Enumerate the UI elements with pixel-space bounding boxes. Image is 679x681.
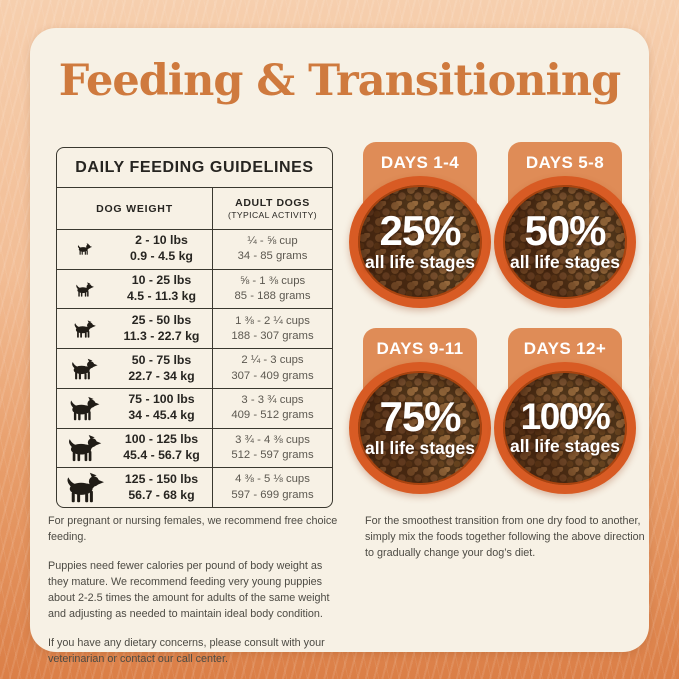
table-header-row: DOG WEIGHT ADULT DOGS (TYPICAL ACTIVITY) (57, 188, 332, 230)
transition-step-2: DAYS 5-8 50% all life stages (494, 142, 636, 314)
amount-grams: 597 - 699 grams (231, 488, 314, 501)
life-stages-caption: all life stages (510, 436, 620, 457)
mix-percentage: 50% (524, 206, 606, 254)
amount-cups: ⅝ - 1 ⅜ cups (239, 274, 306, 287)
weight-lbs: 25 - 50 lbs (131, 312, 192, 327)
weight-kg: 0.9 - 4.5 kg (130, 249, 193, 264)
amount-cups: 1 ⅜ - 2 ¼ cups (235, 314, 310, 327)
table-row: 25 - 50 lbs 11.3 - 22.7 kg 1 ⅜ - 2 ¼ cups… (57, 309, 332, 350)
kibble-bowl: 50% all life stages (494, 176, 636, 308)
page-title: Feeding & Transitioning (58, 56, 621, 106)
amount-grams: 188 - 307 grams (231, 329, 314, 342)
note-transition: For the smoothest transition from one dr… (365, 515, 645, 559)
col-header-adult-dogs-line1: ADULT DOGS (235, 197, 310, 209)
life-stages-caption: all life stages (365, 438, 475, 459)
transition-note: For the smoothest transition from one dr… (365, 514, 645, 575)
dog-icon (66, 472, 104, 503)
mix-percentage: 75% (379, 392, 461, 440)
amount-cups: 3 - 3 ¾ cups (241, 393, 304, 406)
col-header-adult-dogs-line2: (TYPICAL ACTIVITY) (227, 210, 317, 220)
feeding-notes: For pregnant or nursing females, we reco… (48, 514, 340, 681)
amount-grams: 85 - 188 grams (234, 290, 311, 303)
amount-cups: 3 ¾ - 4 ⅜ cups (235, 433, 310, 446)
weight-lbs: 10 - 25 lbs (131, 273, 192, 288)
weight-kg: 56.7 - 68 kg (128, 487, 195, 502)
weight-kg: 22.7 - 34 kg (128, 368, 195, 383)
col-header-dog-weight: DOG WEIGHT (96, 202, 173, 215)
table-row: 50 - 75 lbs 22.7 - 34 kg 2 ¼ - 3 cups 307 … (57, 349, 332, 389)
kibble-bowl: 25% all life stages (349, 176, 491, 308)
dog-icon (72, 358, 98, 379)
weight-lbs: 100 - 125 lbs (124, 431, 199, 446)
amount-grams: 512 - 597 grams (231, 448, 314, 461)
table-row: 100 - 125 lbs 45.4 - 56.7 kg 3 ¾ - 4 ⅜ cu… (57, 428, 332, 469)
life-stages-caption: all life stages (365, 252, 475, 273)
amount-cups: 2 ¼ - 3 cups (241, 354, 304, 367)
weight-lbs: 50 - 75 lbs (131, 352, 192, 367)
weight-kg: 4.5 - 11.3 kg (126, 289, 197, 304)
note-puppies: Puppies need fewer calories per pound of… (48, 559, 330, 620)
transition-step-4: DAYS 12+ 100% all life stages (494, 328, 636, 500)
daily-feeding-guidelines-table: DAILY FEEDING GUIDELINES DOG WEIGHT ADUL… (56, 147, 333, 508)
amount-cups: ¼ - ⅝ cup (247, 235, 298, 248)
amount-cups: 4 ⅜ - 5 ⅛ cups (235, 473, 310, 486)
col-header-adult-dogs: ADULT DOGS (TYPICAL ACTIVITY) (212, 188, 332, 229)
weight-kg: 34 - 45.4 kg (128, 408, 195, 423)
weight-kg: 11.3 - 22.7 kg (123, 328, 200, 343)
dog-icon (68, 434, 102, 462)
table-row: 2 - 10 lbs 0.9 - 4.5 kg ¼ - ⅝ cup 34 - 85 … (57, 230, 332, 270)
amount-grams: 34 - 85 grams (237, 250, 308, 263)
weight-lbs: 2 - 10 lbs (135, 233, 188, 248)
transition-step-1: DAYS 1-4 25% all life stages (349, 142, 491, 314)
kibble-bowl: 100% all life stages (494, 362, 636, 494)
mix-percentage: 25% (379, 206, 461, 254)
transition-step-3: DAYS 9-11 75% all life stages (349, 328, 491, 500)
table-row: 10 - 25 lbs 4.5 - 11.3 kg ⅝ - 1 ⅜ cups 85 … (57, 269, 332, 310)
note-pregnant-nursing: For pregnant or nursing females, we reco… (48, 515, 338, 543)
weight-kg: 45.4 - 56.7 kg (123, 447, 200, 462)
dog-icon (77, 243, 92, 256)
table-row: 125 - 150 lbs 56.7 - 68 kg 4 ⅜ - 5 ⅛ cups… (57, 468, 332, 508)
dog-icon (70, 396, 100, 420)
weight-lbs: 125 - 150 lbs (124, 471, 199, 486)
kibble-bowl: 75% all life stages (349, 362, 491, 494)
weight-lbs: 75 - 100 lbs (128, 392, 195, 407)
table-title: DAILY FEEDING GUIDELINES (57, 148, 332, 188)
mix-percentage: 100% (520, 395, 611, 437)
life-stages-caption: all life stages (510, 252, 620, 273)
amount-grams: 307 - 409 grams (231, 369, 314, 382)
dog-icon (75, 281, 94, 297)
dog-icon (74, 320, 96, 338)
note-dietary-concerns: If you have any dietary concerns, please… (48, 636, 325, 665)
amount-grams: 409 - 512 grams (231, 409, 314, 422)
table-row: 75 - 100 lbs 34 - 45.4 kg 3 - 3 ¾ cups 409… (57, 388, 332, 429)
